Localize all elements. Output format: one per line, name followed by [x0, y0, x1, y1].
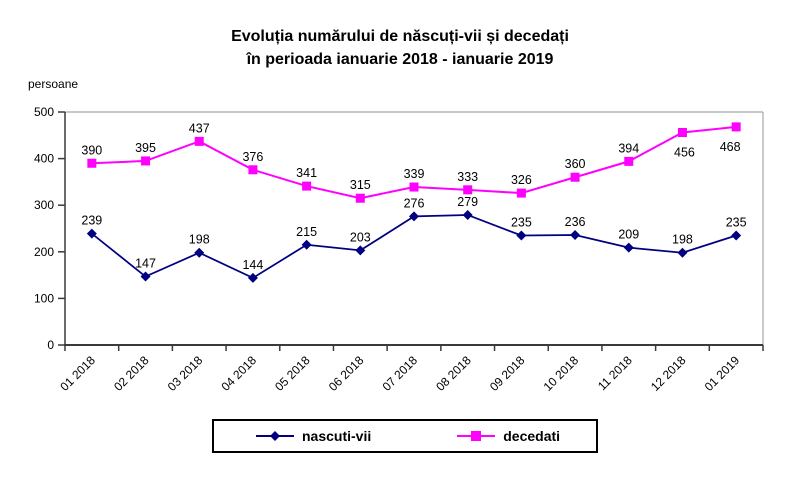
chart-title: Evoluția numărului de născuți-vii și dec… [0, 25, 800, 71]
data-label-decedati: 315 [350, 178, 371, 192]
data-label-decedati: 456 [674, 146, 695, 160]
data-label-decedati: 339 [404, 167, 425, 181]
data-label-nascuti-vii: 147 [135, 256, 156, 270]
data-label-nascuti-vii: 279 [457, 195, 478, 209]
data-label-decedati: 468 [720, 140, 741, 154]
y-tick-label: 100 [34, 291, 54, 305]
data-label-nascuti-vii: 198 [189, 233, 210, 247]
data-label-nascuti-vii: 215 [296, 225, 317, 239]
data-point-decedati [463, 185, 473, 195]
data-point-nascuti-vii [194, 247, 205, 258]
x-tick-label: 01 2018 [57, 353, 98, 394]
data-label-decedati: 394 [618, 141, 639, 155]
data-point-nascuti-vii [731, 230, 742, 241]
data-label-nascuti-vii: 276 [404, 196, 425, 210]
chart-title-line1: Evoluția numărului de născuți-vii și dec… [231, 28, 569, 45]
x-tick-label: 01 2019 [702, 353, 743, 394]
data-label-nascuti-vii: 235 [511, 215, 532, 229]
legend-label-nascuti-vii: nascuti-vii [302, 428, 372, 444]
data-label-nascuti-vii: 203 [350, 230, 371, 244]
data-label-decedati: 437 [189, 121, 210, 135]
x-tick-label: 10 2018 [541, 353, 582, 394]
data-point-decedati [677, 128, 687, 138]
legend: nascuti-vii decedati [212, 419, 598, 453]
data-label-decedati: 376 [242, 150, 263, 164]
data-point-decedati [302, 181, 312, 191]
y-tick-label: 300 [34, 198, 54, 212]
data-point-decedati [248, 165, 258, 175]
data-label-nascuti-vii: 144 [242, 258, 263, 272]
x-tick-label: 05 2018 [272, 353, 313, 394]
x-tick-label: 06 2018 [326, 353, 367, 394]
data-point-nascuti-vii [247, 272, 258, 283]
data-point-nascuti-vii [86, 228, 97, 239]
data-point-nascuti-vii [623, 242, 634, 253]
x-tick-label: 11 2018 [595, 353, 635, 393]
data-point-nascuti-vii [677, 247, 688, 258]
data-point-decedati [731, 122, 741, 132]
x-tick-label: 02 2018 [111, 353, 152, 394]
data-point-nascuti-vii [409, 211, 419, 222]
data-label-nascuti-vii: 239 [81, 214, 102, 228]
data-label-nascuti-vii: 198 [672, 233, 693, 247]
data-label-decedati: 341 [296, 166, 317, 180]
nascuti-vii-marker-icon [256, 431, 294, 441]
legend-entry-nascuti-vii: nascuti-vii [256, 428, 371, 444]
data-label-decedati: 395 [135, 141, 156, 155]
data-point-decedati [624, 156, 634, 166]
data-point-nascuti-vii [516, 230, 527, 241]
data-point-decedati [194, 136, 204, 146]
x-tick-label: 08 2018 [433, 353, 474, 394]
data-point-decedati [570, 172, 580, 182]
data-point-nascuti-vii [462, 209, 473, 220]
data-label-decedati: 326 [511, 173, 532, 187]
data-label-nascuti-vii: 236 [565, 215, 586, 229]
y-axis-unit-label: persoane [28, 77, 79, 91]
data-point-nascuti-vii [570, 230, 581, 241]
data-label-nascuti-vii: 235 [726, 215, 747, 229]
data-point-nascuti-vii [301, 239, 312, 250]
data-point-nascuti-vii [355, 245, 366, 256]
data-point-decedati [409, 182, 419, 192]
decedati-marker-icon [457, 431, 496, 441]
data-label-decedati: 390 [81, 143, 102, 157]
data-point-nascuti-vii [140, 271, 151, 282]
data-label-decedati: 360 [565, 157, 586, 171]
y-tick-label: 400 [34, 152, 54, 166]
y-tick-label: 0 [47, 338, 54, 352]
data-point-decedati [87, 158, 97, 168]
y-tick-label: 200 [34, 245, 54, 259]
x-tick-label: 07 2018 [380, 353, 421, 394]
data-point-decedati [355, 193, 365, 203]
x-tick-label: 12 2018 [648, 353, 689, 394]
x-tick-label: 04 2018 [218, 353, 259, 394]
legend-entry-decedati: decedati [457, 428, 560, 444]
y-tick-label: 500 [34, 105, 54, 119]
chart-title-line2: în perioada ianuarie 2018 - ianuarie 201… [246, 51, 554, 68]
legend-label-decedati: decedati [503, 428, 561, 444]
data-point-decedati [516, 188, 526, 198]
data-label-decedati: 333 [457, 170, 478, 184]
x-tick-label: 03 2018 [165, 353, 206, 394]
data-label-nascuti-vii: 209 [618, 228, 639, 242]
x-tick-label: 09 2018 [487, 353, 528, 394]
data-point-decedati [141, 156, 151, 166]
